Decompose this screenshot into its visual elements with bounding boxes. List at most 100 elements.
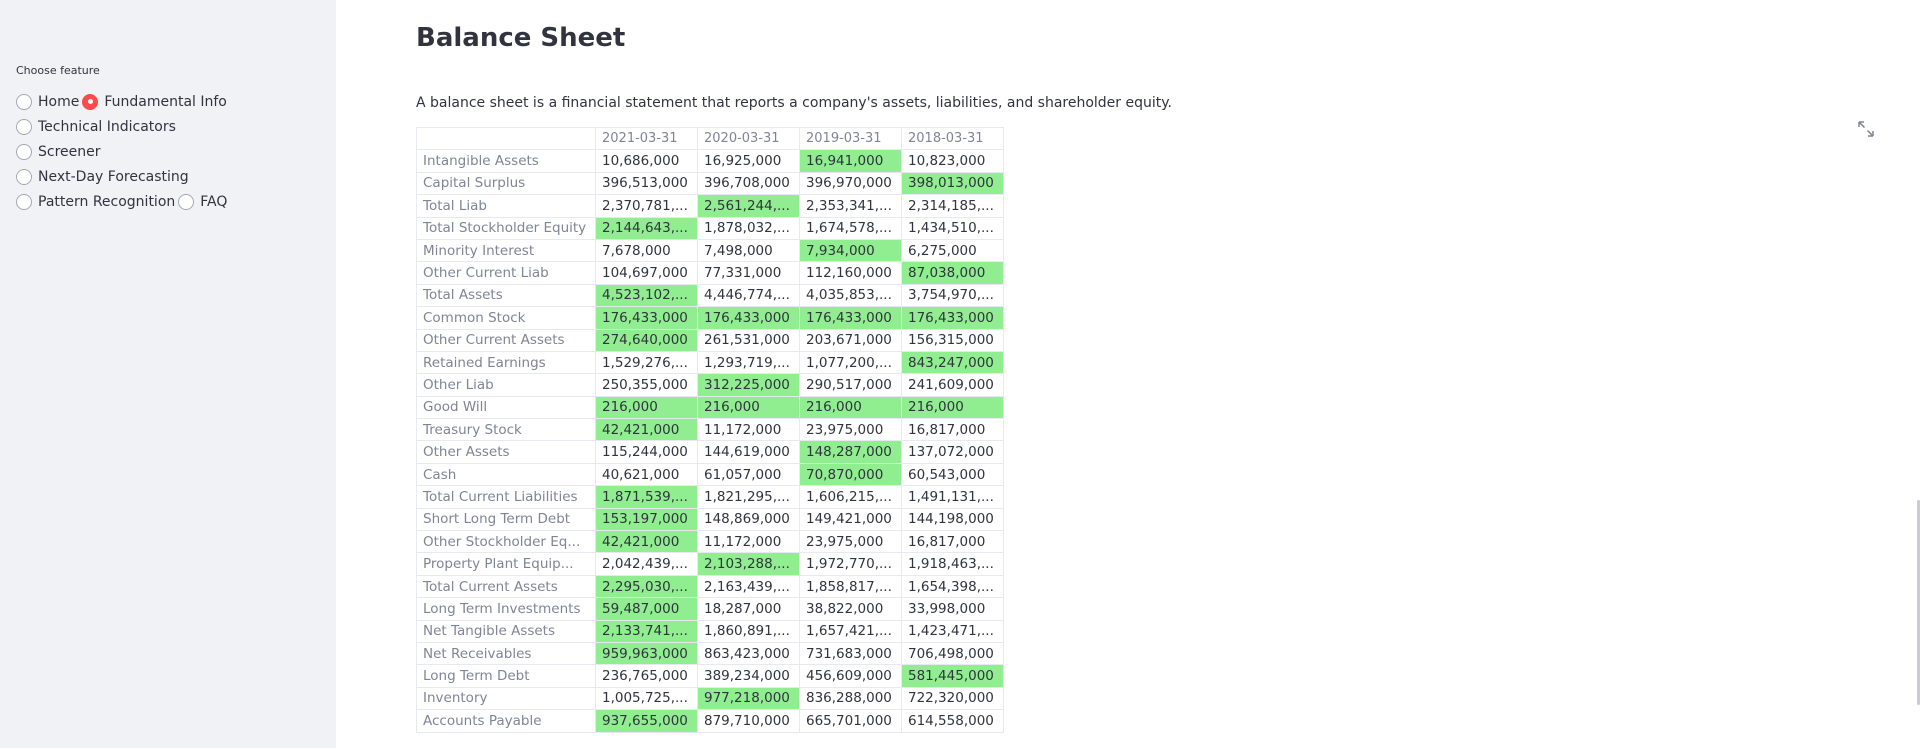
- highlighted-table-cell[interactable]: 70,870,000: [799, 462, 902, 487]
- radio-option-next-day-forecasting[interactable]: Next-Day Forecasting: [16, 164, 189, 189]
- radio-button-icon[interactable]: [16, 118, 32, 135]
- table-cell[interactable]: 77,331,000: [697, 261, 800, 285]
- table-cell[interactable]: 1,434,510,...: [901, 216, 1004, 240]
- highlighted-table-cell[interactable]: 176,433,000: [595, 306, 698, 330]
- radio-option-fundamental-info[interactable]: Fundamental Info: [82, 89, 227, 114]
- table-cell[interactable]: 236,765,000: [595, 664, 698, 688]
- table-cell[interactable]: 7,678,000: [595, 238, 698, 263]
- table-cell[interactable]: 1,657,421,...: [799, 619, 902, 643]
- table-cell[interactable]: 863,423,000: [697, 641, 800, 666]
- table-cell[interactable]: 706,498,000: [901, 641, 1004, 666]
- highlighted-table-cell[interactable]: 1,871,539,...: [595, 485, 698, 509]
- table-cell[interactable]: 290,517,000: [799, 373, 902, 397]
- highlighted-table-cell[interactable]: 176,433,000: [799, 306, 902, 330]
- table-cell[interactable]: 1,858,817,...: [799, 574, 902, 599]
- highlighted-table-cell[interactable]: 843,247,000: [901, 350, 1004, 375]
- fullscreen-expand-icon[interactable]: [1856, 119, 1876, 139]
- highlighted-table-cell[interactable]: 42,421,000: [595, 418, 698, 442]
- table-cell[interactable]: 396,970,000: [799, 171, 902, 196]
- highlighted-table-cell[interactable]: 312,225,000: [697, 373, 800, 397]
- highlighted-table-cell[interactable]: 4,523,102,...: [595, 283, 698, 308]
- radio-option-faq[interactable]: FAQ: [178, 189, 227, 214]
- table-cell[interactable]: 879,710,000: [697, 709, 800, 733]
- highlighted-table-cell[interactable]: 937,655,000: [595, 709, 698, 733]
- table-cell[interactable]: 1,972,770,...: [799, 552, 902, 576]
- table-cell[interactable]: 40,621,000: [595, 462, 698, 487]
- table-cell[interactable]: 2,314,185,...: [901, 194, 1004, 218]
- highlighted-table-cell[interactable]: 59,487,000: [595, 597, 698, 621]
- table-cell[interactable]: 1,606,215,...: [799, 485, 902, 509]
- highlighted-table-cell[interactable]: 2,295,030,...: [595, 574, 698, 599]
- highlighted-table-cell[interactable]: 216,000: [799, 395, 902, 420]
- table-cell[interactable]: 38,822,000: [799, 597, 902, 621]
- page-scrollbar[interactable]: [1917, 500, 1920, 705]
- highlighted-table-cell[interactable]: 216,000: [595, 395, 698, 420]
- table-cell[interactable]: 23,975,000: [799, 418, 902, 442]
- table-cell[interactable]: 18,287,000: [697, 597, 800, 621]
- table-cell[interactable]: 60,543,000: [901, 462, 1004, 487]
- table-cell[interactable]: 1,860,891,...: [697, 619, 800, 643]
- table-cell[interactable]: 614,558,000: [901, 709, 1004, 733]
- table-cell[interactable]: 61,057,000: [697, 462, 800, 487]
- highlighted-table-cell[interactable]: 216,000: [901, 395, 1004, 420]
- radio-button-icon[interactable]: [16, 143, 32, 160]
- highlighted-table-cell[interactable]: 2,144,643,...: [595, 216, 698, 240]
- highlighted-table-cell[interactable]: 7,934,000: [799, 238, 902, 263]
- highlighted-table-cell[interactable]: 274,640,000: [595, 328, 698, 352]
- radio-option-pattern-recognition[interactable]: Pattern Recognition: [16, 189, 175, 214]
- table-cell[interactable]: 1,674,578,...: [799, 216, 902, 240]
- highlighted-table-cell[interactable]: 16,941,000: [799, 149, 902, 173]
- highlighted-table-cell[interactable]: 216,000: [697, 395, 800, 420]
- table-cell[interactable]: 396,708,000: [697, 171, 800, 196]
- table-cell[interactable]: 396,513,000: [595, 171, 698, 196]
- table-cell[interactable]: 156,315,000: [901, 328, 1004, 352]
- table-cell[interactable]: 16,925,000: [697, 149, 800, 173]
- highlighted-table-cell[interactable]: 148,287,000: [799, 440, 902, 464]
- table-cell[interactable]: 2,353,341,...: [799, 194, 902, 218]
- table-cell[interactable]: 112,160,000: [799, 261, 902, 285]
- table-cell[interactable]: 1,529,276,...: [595, 350, 698, 375]
- table-cell[interactable]: 16,817,000: [901, 418, 1004, 442]
- table-cell[interactable]: 2,163,439,...: [697, 574, 800, 599]
- radio-button-icon[interactable]: [178, 193, 195, 210]
- table-cell[interactable]: 1,491,131,...: [901, 485, 1004, 509]
- radio-button-icon[interactable]: [16, 168, 32, 185]
- highlighted-table-cell[interactable]: 2,133,741,...: [595, 619, 698, 643]
- table-cell[interactable]: 10,686,000: [595, 149, 698, 173]
- table-cell[interactable]: 456,609,000: [799, 664, 902, 688]
- radio-button-icon[interactable]: [82, 93, 99, 110]
- table-cell[interactable]: 3,754,970,...: [901, 283, 1004, 308]
- table-cell[interactable]: 1,918,463,...: [901, 552, 1004, 576]
- table-cell[interactable]: 148,869,000: [697, 507, 800, 532]
- table-cell[interactable]: 389,234,000: [697, 664, 800, 688]
- radio-option-screener[interactable]: Screener: [16, 139, 101, 164]
- table-cell[interactable]: 144,198,000: [901, 507, 1004, 532]
- table-cell[interactable]: 665,701,000: [799, 709, 902, 733]
- radio-option-home[interactable]: Home: [16, 89, 79, 114]
- table-cell[interactable]: 115,244,000: [595, 440, 698, 464]
- table-cell[interactable]: 1,077,200,...: [799, 350, 902, 375]
- table-cell[interactable]: 104,697,000: [595, 261, 698, 285]
- table-cell[interactable]: 2,370,781,...: [595, 194, 698, 218]
- highlighted-table-cell[interactable]: 176,433,000: [901, 306, 1004, 330]
- column-header[interactable]: 2021-03-31: [595, 126, 698, 151]
- table-cell[interactable]: 11,172,000: [697, 418, 800, 442]
- highlighted-table-cell[interactable]: 176,433,000: [697, 306, 800, 330]
- highlighted-table-cell[interactable]: 87,038,000: [901, 261, 1004, 285]
- table-cell[interactable]: 836,288,000: [799, 686, 902, 711]
- highlighted-table-cell[interactable]: 42,421,000: [595, 530, 698, 554]
- table-cell[interactable]: 33,998,000: [901, 597, 1004, 621]
- radio-button-icon[interactable]: [16, 193, 32, 210]
- table-cell[interactable]: 250,355,000: [595, 373, 698, 397]
- table-cell[interactable]: 731,683,000: [799, 641, 902, 666]
- column-header[interactable]: 2020-03-31: [697, 126, 800, 151]
- table-cell[interactable]: 16,817,000: [901, 530, 1004, 554]
- highlighted-table-cell[interactable]: 398,013,000: [901, 171, 1004, 196]
- table-cell[interactable]: 1,654,398,...: [901, 574, 1004, 599]
- table-cell[interactable]: 261,531,000: [697, 328, 800, 352]
- table-cell[interactable]: 241,609,000: [901, 373, 1004, 397]
- table-cell[interactable]: 4,446,774,...: [697, 283, 800, 308]
- table-cell[interactable]: 722,320,000: [901, 686, 1004, 711]
- table-cell[interactable]: 144,619,000: [697, 440, 800, 464]
- table-cell[interactable]: 203,671,000: [799, 328, 902, 352]
